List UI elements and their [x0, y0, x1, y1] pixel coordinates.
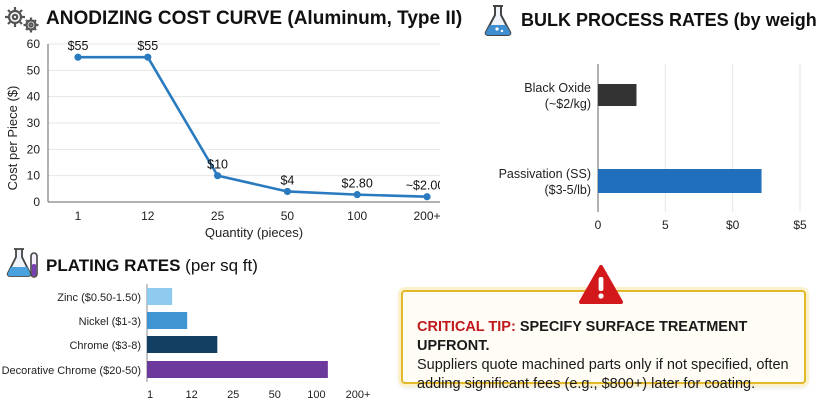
critical-tip-text: CRITICAL TIP: SPECIFY SURFACE TREATMENT …	[417, 318, 802, 394]
cost-data-label: ~$2.00	[406, 179, 440, 193]
gears-icon	[5, 7, 39, 33]
cost-curve-y-axis-label: Cost per Piece ($)	[5, 86, 20, 191]
warning-wrap	[578, 264, 624, 306]
cost-y-tick-label: 50	[27, 63, 41, 77]
bulk-x-tick-label: $5	[793, 218, 807, 232]
critical-tip-body: Suppliers quote machined parts only if n…	[417, 357, 789, 392]
plating-x-tick-label: 12	[185, 389, 197, 401]
bulk-bar-label-1-line2: (~$2/kg)	[545, 97, 591, 111]
cost-curve-points	[74, 53, 431, 201]
cost-data-label: $4	[280, 173, 294, 187]
bulk-x-tick-label: 0	[595, 218, 602, 232]
cost-data-point	[423, 193, 431, 201]
cost-curve-data-labels: $55 $55 $10 $4 $2.80 ~$2.00	[68, 39, 440, 193]
cost-curve-icon-wrap	[2, 4, 42, 36]
cost-x-tick-label: 100	[347, 209, 367, 223]
plating-title-subtitle: (per sq ft)	[185, 256, 258, 275]
cost-curve-grid	[47, 43, 440, 203]
plating-category-label: Nickel ($1-3)	[79, 316, 141, 328]
plating-x-tick-label: 25	[227, 389, 239, 401]
chrome-bar	[147, 336, 218, 353]
black-oxide-bar	[598, 84, 637, 106]
plating-category-label: Chrome ($3-8)	[69, 340, 141, 352]
plating-bars	[146, 284, 328, 382]
plating-x-tick-label: 50	[269, 389, 281, 401]
zinc-bar	[147, 288, 173, 305]
decorative-chrome-bar	[147, 361, 328, 378]
cost-curve-chart: 0 10 20 30 40 50 60 1 12 25 50 100 200+ $55 $55 $10 $4…	[5, 37, 440, 240]
warning-triangle-icon	[579, 265, 623, 304]
flask-icon	[484, 5, 512, 36]
critical-tip-label: CRITICAL TIP:	[417, 319, 516, 335]
bulk-bar-label-2-line1: Passivation (SS)	[499, 167, 591, 181]
cost-curve-title: ANODIZING COST CURVE (Aluminum, Type II)	[46, 8, 463, 29]
plating-icon-wrap	[4, 247, 40, 281]
bulk-title: BULK PROCESS RATES (by weight)	[521, 10, 817, 30]
nickel-bar	[147, 312, 188, 329]
cost-data-point	[283, 187, 291, 196]
plating-title-main: PLATING RATES	[46, 256, 181, 275]
plating-x-tick-label: 1	[147, 389, 153, 401]
cost-y-tick-label: 40	[27, 90, 41, 104]
cost-x-tick-label: 12	[141, 209, 155, 223]
bulk-chart: 0 5 $0 $5 Black Oxide (~$2/kg) Passivation …	[499, 64, 807, 232]
cost-curve-line	[78, 55, 428, 199]
cost-data-label: $55	[68, 39, 89, 53]
bulk-x-ticks: 0 5 $0 $5	[595, 218, 807, 232]
bulk-bar-label-1-line1: Black Oxide	[524, 81, 591, 95]
cost-y-tick-label: 10	[27, 169, 41, 183]
cost-data-point	[144, 53, 152, 61]
plating-x-ticks: 1 12 25 50 100 200+	[147, 389, 370, 401]
critical-tip-headline: SPECIFY SURFACE TREATMENT UPFRONT.	[417, 319, 748, 354]
test-tubes-icon	[6, 248, 38, 278]
plating-x-tick-label: 100	[307, 389, 325, 401]
cost-data-label: $2.80	[342, 177, 373, 191]
cost-curve-x-ticks: 1 12 25 50 100 200+	[75, 209, 440, 223]
cost-data-point	[74, 53, 82, 61]
bulk-x-tick-label: $0	[726, 218, 740, 232]
cost-data-label: $10	[207, 158, 228, 172]
cost-x-tick-label: 25	[211, 209, 225, 223]
bulk-x-tick-label: 5	[662, 218, 669, 232]
cost-data-label: $55	[137, 39, 158, 53]
bulk-bar-label-2-line2: ($3-5/lb)	[544, 183, 591, 197]
cost-curve-x-axis-label: Quantity (pieces)	[205, 225, 303, 240]
plating-x-tick-label: 200+	[346, 389, 371, 401]
cost-x-tick-label: 200+	[413, 209, 440, 223]
cost-y-tick-label: 30	[27, 116, 41, 130]
cost-data-point	[214, 172, 222, 180]
plating-category-label: Zinc ($0.50-1.50)	[57, 292, 141, 304]
plating-title: PLATING RATES (per sq ft)	[46, 256, 258, 276]
plating-category-label: Decorative Chrome ($20-50)	[2, 365, 141, 377]
cost-data-point	[353, 191, 361, 199]
plating-category-labels: Zinc ($0.50-1.50) Nickel ($1-3) Chrome ($3…	[2, 292, 141, 377]
cost-x-tick-label: 50	[281, 209, 295, 223]
cost-curve-y-ticks: 0 10 20 30 40 50 60	[27, 37, 41, 209]
critical-tip-box: CRITICAL TIP: SPECIFY SURFACE TREATMENT …	[401, 290, 806, 392]
cost-y-tick-label: 60	[27, 37, 41, 51]
passivation-bar	[598, 169, 762, 193]
bulk-bars	[598, 84, 762, 193]
plating-chart: Zinc ($0.50-1.50) Nickel ($1-3) Chrome ($3…	[2, 284, 370, 401]
cost-x-tick-label: 1	[75, 209, 82, 223]
bulk-icon-wrap	[480, 2, 516, 38]
cost-y-tick-label: 20	[27, 142, 41, 156]
cost-y-tick-label: 0	[33, 195, 40, 209]
